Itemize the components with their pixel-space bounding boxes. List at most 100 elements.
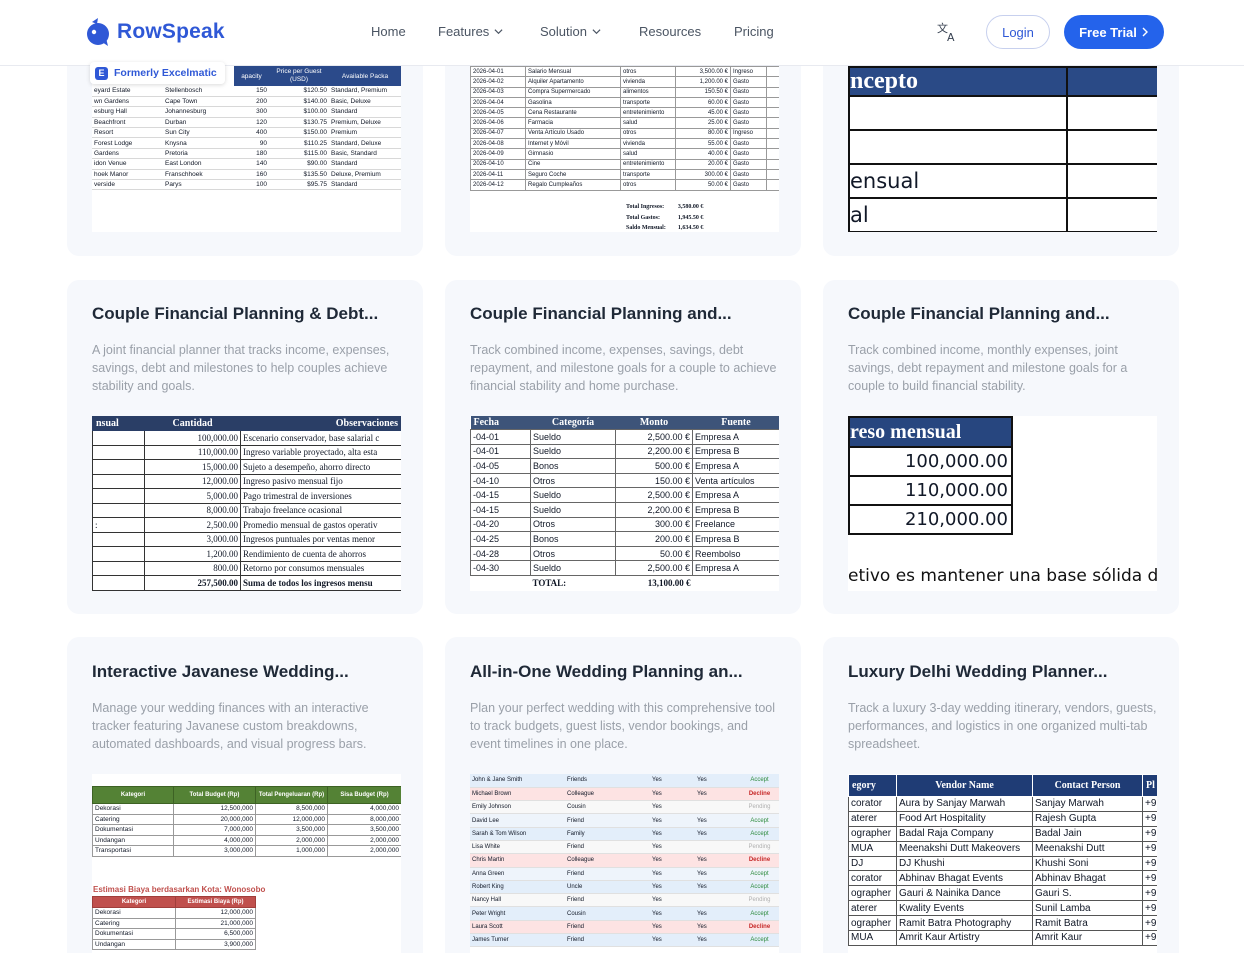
table-cell <box>92 444 145 460</box>
translate-icon[interactable]: 文 A <box>936 21 958 43</box>
login-button[interactable]: Login <box>986 15 1050 49</box>
table-row: Chris Martin Colleague Yes Yes Decline <box>470 853 779 868</box>
nav-home[interactable]: Home <box>371 24 406 39</box>
table-cell: Yes <box>695 933 740 948</box>
table-cell: 150 <box>234 86 269 97</box>
table-row: 257,500.00 Suma de todos los ingresos men… <box>92 575 401 591</box>
table-cell: Venta Artículo Usado <box>525 127 621 140</box>
table-cell: Basic, Deluxe <box>329 96 401 108</box>
table-cell: Yes <box>650 893 695 908</box>
template-card[interactable]: Couple Financial Planning and... Track c… <box>823 280 1179 614</box>
table-cell: 3,500.00 € <box>675 66 731 78</box>
table-cell: 2,500.00 <box>144 517 241 533</box>
table-row: Dokumentasi 6,500,000 <box>92 928 256 940</box>
card-title[interactable]: Couple Financial Planning and... <box>848 304 1110 323</box>
table-cell: 2,200.00 € <box>615 443 693 460</box>
table-cell: 15,000.00 <box>144 459 241 475</box>
table-cell: Yes <box>650 840 695 855</box>
table-cell: 40.00 € <box>675 148 731 160</box>
free-trial-label: Free Trial <box>1079 24 1137 40</box>
table-row: 2026-04-07 Venta Artículo Usado otros 80.00… <box>470 127 779 140</box>
table-cell: 1,000,000 <box>255 845 328 857</box>
table-cell: Sueldo <box>530 443 616 460</box>
table-row: aterer Food Art Hospitality Rajesh Gupta +9 <box>848 810 1157 827</box>
chevron-down-icon <box>592 29 601 35</box>
table-cell: Johannesburg <box>163 106 234 118</box>
table-cell: +9 <box>1142 825 1157 842</box>
table-cell: +9 <box>1142 810 1157 827</box>
template-card[interactable]: ncepto ensual al <box>823 30 1179 256</box>
table-cell: Empresa B <box>692 443 779 460</box>
table-cell: Emily Johnson <box>470 800 565 815</box>
table-cell: Pending <box>740 800 779 815</box>
table-cell <box>695 840 740 855</box>
table-cell: Accept <box>740 880 779 895</box>
table-row: -04-15 Sueldo 2,500.00 € Empresa A <box>470 487 779 503</box>
template-card[interactable]: 2026-04-01 Salario Mensual otros 3,500.00 €… <box>445 30 801 256</box>
template-card[interactable]: Interactive Javanese Wedding... Manage y… <box>67 637 423 953</box>
free-trial-button[interactable]: Free Trial <box>1064 15 1164 49</box>
nav-solution[interactable]: Solution <box>540 24 601 39</box>
table-cell: Catering <box>92 813 174 825</box>
table-cell: 1,200.00 € <box>675 76 731 88</box>
table-cell: Bonos <box>530 531 616 547</box>
table-cell <box>766 66 779 78</box>
table-cell: Salario Mensual <box>525 66 621 78</box>
table-row: 15,000.00 Sujeto a desempeño, ahorro dire… <box>92 459 401 475</box>
table-cell: Parys <box>163 179 234 191</box>
brand-logo[interactable]: RowSpeak <box>86 18 225 46</box>
card-title[interactable]: Interactive Javanese Wedding... <box>92 662 349 681</box>
table-cell: Sueldo <box>530 429 616 445</box>
table-cell: Freelance <box>692 516 779 533</box>
card-title[interactable]: Luxury Delhi Wedding Planner... <box>848 662 1108 681</box>
card-title[interactable]: Couple Financial Planning & Debt... <box>92 304 379 323</box>
table-cell: Friend <box>565 920 650 935</box>
table-cell: DJ Khushi <box>896 855 1033 872</box>
table-cell: Sarah & Tom Wilson <box>470 827 565 841</box>
table-cell: 12,000,000 <box>175 907 256 919</box>
table-cell: Standard <box>329 179 401 191</box>
table-cell: Pending <box>740 840 779 855</box>
card-title[interactable]: All-in-One Wedding Planning an... <box>470 662 743 681</box>
table-cell: Otros <box>530 472 616 489</box>
table-cell: Michael Brown <box>470 787 565 802</box>
table-cell: +9 <box>1142 855 1157 872</box>
table-row: -04-30 Sueldo 2,500.00 € Empresa A <box>470 560 779 576</box>
table-cell <box>766 138 779 150</box>
table-cell: Ramit Batra Photography <box>896 915 1033 932</box>
table-cell: Anna Green <box>470 867 565 881</box>
template-card[interactable]: Luxury Delhi Wedding Planner... Track a … <box>823 637 1179 953</box>
table-cell: 140 <box>234 158 269 170</box>
card-thumbnail: nsual Cantidad Observaciones 100,000.00 E… <box>92 416 401 591</box>
table-row: Undangan 4,000,000 2,000,000 2,000,000 <box>92 834 401 846</box>
nav-solution-label: Solution <box>540 24 587 39</box>
table-row: 5,000.00 Pago trimestral de inversiones <box>92 488 401 504</box>
table-cell: Yes <box>650 813 695 828</box>
table-row: MUA Amrit Kaur Artistry Amrit Kaur +9 <box>848 930 1157 946</box>
table-cell: Gasto <box>730 168 767 181</box>
table-cell: $115.00 <box>269 148 329 160</box>
table-cell: Accept <box>740 827 779 841</box>
template-card[interactable]: All-in-One Wedding Planning an... Plan y… <box>445 637 801 953</box>
nav-resources[interactable]: Resources <box>639 24 701 39</box>
table-row: Catering 20,000,000 12,000,000 8,000,000 <box>92 813 401 825</box>
table-cell: Rajesh Gupta <box>1032 810 1143 827</box>
card-title[interactable]: Couple Financial Planning and... <box>470 304 732 323</box>
table-cell: Ingresos puntuales por ventas menor <box>240 531 401 547</box>
table-cell: David Lee <box>470 813 565 828</box>
table-cell: Catering <box>92 917 176 929</box>
table-row: Undangan 3,900,000 <box>92 938 256 950</box>
template-card[interactable]: Couple Financial Planning & Debt... A jo… <box>67 280 423 614</box>
table-cell: Standard, Deluxe <box>329 137 401 149</box>
table-row: 100,000.00 Escenario conservador, base sa… <box>92 430 401 446</box>
nav-features[interactable]: Features <box>438 24 503 39</box>
table-cell: Family <box>565 827 650 841</box>
template-card[interactable]: Couple Financial Planning and... Track c… <box>445 280 801 614</box>
table-cell: 100,000.00 <box>848 446 1013 477</box>
table-cell: Friend <box>565 840 650 855</box>
nav-pricing[interactable]: Pricing <box>734 24 774 39</box>
table-cell: Suma de todos los ingresos mensu <box>240 575 401 591</box>
table-cell <box>766 168 779 181</box>
preview-table: reso mensual 100,000.00 110,000.00 210,000… <box>848 416 1013 535</box>
table-cell: 400 <box>234 127 269 139</box>
